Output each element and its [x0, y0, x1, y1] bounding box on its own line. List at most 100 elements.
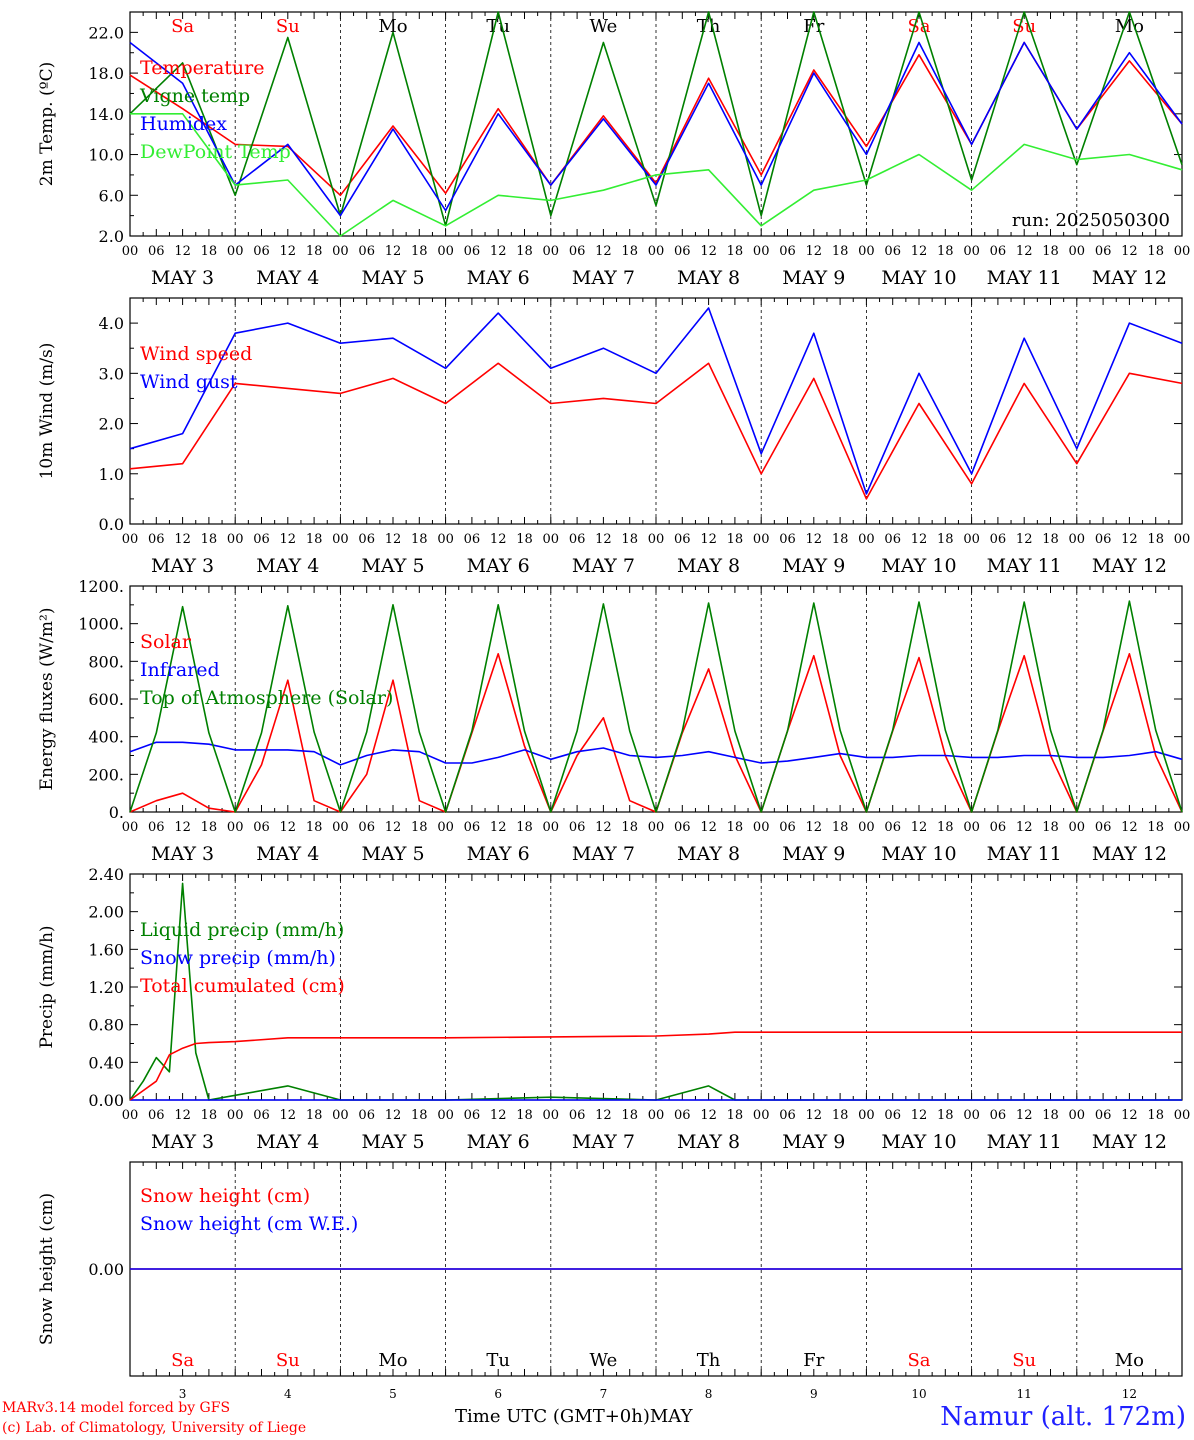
hour-tick-label: 18 [1147, 1108, 1164, 1123]
hour-tick-label: 06 [884, 820, 901, 835]
hour-tick-label: 18 [621, 1108, 638, 1123]
hour-tick-label: 18 [621, 244, 638, 259]
hour-tick-label: 18 [516, 820, 533, 835]
day-number-label: 6 [494, 1387, 502, 1401]
day-label: MAY 3 [151, 555, 214, 577]
day-number-label: 4 [284, 1387, 292, 1401]
hour-tick-label: 12 [911, 532, 928, 547]
hour-tick-label: 00 [332, 820, 349, 835]
hour-tick-label: 00 [1174, 1108, 1191, 1123]
day-label: MAY 11 [987, 555, 1062, 577]
hour-tick-label: 00 [227, 244, 244, 259]
hour-tick-label: 12 [174, 820, 191, 835]
hour-tick-label: 12 [280, 1108, 297, 1123]
hour-tick-label: 06 [990, 1108, 1007, 1123]
hour-tick-label: 00 [858, 244, 875, 259]
hour-tick-label: 18 [832, 244, 849, 259]
y-axis-label: Energy fluxes (W/m²) [37, 608, 57, 791]
weekday-label: Sa [171, 1350, 194, 1371]
copyright-text: (c) Lab. of Climatology, University of L… [2, 1420, 307, 1436]
hour-tick-label: 00 [437, 532, 454, 547]
hour-tick-label: 06 [253, 244, 270, 259]
weekday-label: Mo [378, 16, 407, 37]
hour-tick-label: 00 [753, 244, 770, 259]
hour-tick-label: 18 [727, 244, 744, 259]
hour-tick-label: 00 [1069, 532, 1086, 547]
legend-entry: Top of Atmosphere (Solar) [140, 687, 393, 709]
weekday-label: Fr [803, 1350, 824, 1371]
hour-tick-label: 18 [1147, 820, 1164, 835]
day-label: MAY 10 [881, 555, 956, 577]
hour-tick-label: 00 [1069, 820, 1086, 835]
hour-tick-label: 06 [884, 1108, 901, 1123]
hour-tick-label: 00 [122, 820, 139, 835]
day-label: MAY 7 [572, 1131, 635, 1153]
hour-tick-label: 18 [727, 820, 744, 835]
day-label: MAY 7 [572, 267, 635, 289]
hour-tick-label: 00 [753, 1108, 770, 1123]
hour-tick-label: 00 [648, 820, 665, 835]
hour-tick-label: 18 [937, 820, 954, 835]
legend-entry: Wind speed [140, 343, 252, 365]
run-label: run: 2025050300 [1012, 210, 1170, 231]
hour-tick-label: 06 [1095, 244, 1112, 259]
day-number-label: 8 [705, 1387, 713, 1401]
day-label: MAY 6 [467, 843, 530, 865]
weekday-label: Tu [486, 16, 510, 37]
hour-tick-label: 06 [569, 532, 586, 547]
day-label: MAY 5 [361, 555, 424, 577]
hour-tick-label: 06 [358, 820, 375, 835]
series-line [129, 41, 1183, 197]
y-tick-label: 0.00 [88, 1260, 124, 1279]
station-name: Namur (alt. 172m) [940, 1402, 1186, 1432]
legend-entry: Snow height (cm) [140, 1185, 310, 1207]
hour-tick-label: 06 [779, 532, 796, 547]
day-label: MAY 12 [1092, 1131, 1167, 1153]
hour-tick-label: 12 [174, 244, 191, 259]
hour-tick-label: 06 [464, 532, 481, 547]
hour-tick-label: 12 [595, 244, 612, 259]
hour-tick-label: 18 [727, 532, 744, 547]
hour-tick-label: 18 [1042, 1108, 1059, 1123]
hour-tick-label: 12 [490, 532, 507, 547]
day-label: MAY 4 [256, 843, 319, 865]
day-number-label: 9 [810, 1387, 818, 1401]
hour-tick-label: 00 [648, 1108, 665, 1123]
day-label: MAY 4 [256, 1131, 319, 1153]
hour-tick-label: 12 [806, 532, 823, 547]
hour-tick-label: 18 [516, 532, 533, 547]
legend-entry: Solar [140, 631, 192, 653]
series-line [129, 1031, 1182, 1101]
hour-tick-label: 06 [674, 1108, 691, 1123]
hour-tick-label: 06 [358, 1108, 375, 1123]
hour-tick-label: 00 [227, 532, 244, 547]
time-axis-title-text: Time UTC (GMT+0h) [455, 1406, 650, 1427]
day-label: MAY 6 [467, 555, 530, 577]
legend-entry: Infrared [140, 659, 220, 681]
day-label: MAY 9 [782, 555, 845, 577]
hour-tick-label: 00 [122, 1108, 139, 1123]
weekday-label: Sa [171, 16, 194, 37]
weekday-label: Mo [378, 1350, 407, 1371]
hour-tick-label: 00 [753, 532, 770, 547]
day-label: MAY 3 [151, 843, 214, 865]
weekday-label: Sa [907, 16, 930, 37]
day-number-label: 12 [1122, 1387, 1137, 1401]
hour-tick-label: 18 [411, 244, 428, 259]
day-number-label: 3 [179, 1387, 187, 1401]
day-label: MAY 5 [361, 1131, 424, 1153]
hour-tick-label: 06 [464, 1108, 481, 1123]
day-label: MAY 8 [677, 843, 740, 865]
hour-tick-label: 00 [437, 1108, 454, 1123]
hour-tick-label: 18 [201, 244, 218, 259]
hour-tick-label: 18 [937, 244, 954, 259]
hour-tick-label: 12 [700, 1108, 717, 1123]
legend-entry: DewPoint Temp [140, 141, 291, 163]
series-line [129, 307, 1183, 495]
hour-tick-label: 18 [516, 244, 533, 259]
hour-tick-label: 18 [621, 532, 638, 547]
hour-tick-label: 12 [911, 820, 928, 835]
legend-entry: Liquid precip (mm/h) [140, 919, 344, 941]
series-line [129, 11, 1183, 227]
